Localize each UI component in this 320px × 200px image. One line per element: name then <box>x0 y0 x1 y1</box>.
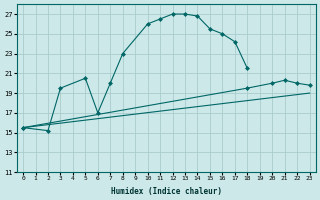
X-axis label: Humidex (Indice chaleur): Humidex (Indice chaleur) <box>111 187 222 196</box>
